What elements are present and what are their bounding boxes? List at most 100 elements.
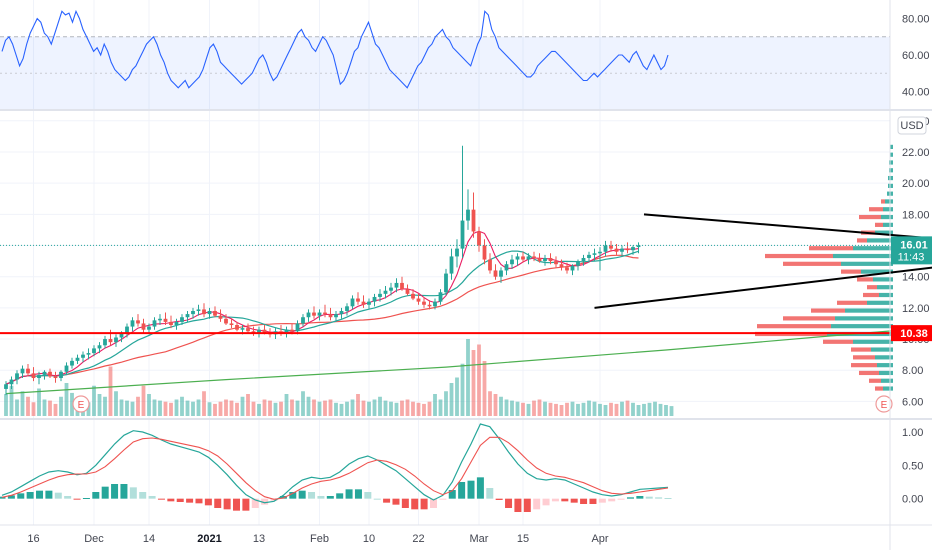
volume-profile-up-bar — [883, 207, 893, 211]
volume-bar — [565, 403, 569, 416]
volume-bar — [186, 401, 190, 416]
volume-bar — [477, 345, 481, 417]
candle-down — [422, 302, 426, 305]
volume-bar — [318, 402, 322, 416]
volume-bar — [637, 405, 641, 416]
candle-up — [433, 302, 437, 307]
macd-histogram-bar — [308, 492, 315, 499]
candle-down — [428, 305, 432, 307]
volume-profile-down-bar — [859, 371, 879, 375]
macd-histogram-bar — [242, 499, 249, 511]
macd-histogram-bar — [421, 499, 428, 510]
candle-up — [307, 313, 311, 318]
volume-profile-down-bar — [875, 223, 883, 227]
macd-histogram-bar — [45, 491, 52, 499]
volume-bar — [648, 403, 652, 416]
candle-up — [103, 339, 107, 345]
volume-bar — [428, 402, 432, 416]
triangle-lower-line[interactable] — [595, 260, 932, 308]
candle-up — [571, 266, 575, 271]
volume-profile-up-bar — [841, 262, 893, 266]
volume-profile-down-bar — [823, 340, 853, 344]
volume-bar — [120, 400, 124, 417]
candle-down — [219, 316, 223, 319]
macd-histogram-bar — [74, 499, 81, 500]
candle-up — [389, 288, 393, 291]
macd-histogram-bar — [111, 484, 118, 499]
macd-axis-tick: 0.00 — [902, 494, 923, 506]
price-axis-tick: 14.00 — [902, 272, 930, 284]
volume-bar — [598, 404, 602, 416]
candle-down — [32, 373, 36, 378]
candle-down — [356, 299, 360, 302]
volume-profile-down-bar — [869, 207, 883, 211]
volume-profile-up-bar — [877, 363, 893, 367]
price-panel[interactable]: EE 24.0022.0020.0018.0016.0014.0012.0010… — [0, 116, 932, 416]
volume-bar — [626, 401, 630, 416]
volume-bar — [285, 394, 289, 416]
volume-bar — [527, 404, 531, 416]
macd-histogram-bar — [392, 499, 399, 505]
candle-up — [587, 255, 591, 258]
macd-histogram-bar — [92, 492, 99, 499]
volume-profile-down-bar — [875, 386, 883, 390]
volume-bar — [417, 403, 421, 416]
volume-profile-up-bar — [877, 285, 893, 289]
volume-bar — [466, 339, 470, 416]
candle-up — [59, 372, 63, 378]
candle-up — [444, 274, 448, 293]
macd-histogram-bar — [561, 499, 568, 502]
candle-up — [10, 380, 14, 385]
volume-profile-up-bar — [881, 379, 893, 383]
candle-up — [147, 327, 151, 330]
volume-profile-up-bar — [879, 293, 893, 297]
candle-up — [499, 270, 503, 276]
candle-up — [334, 314, 338, 317]
volume-bar — [450, 383, 454, 416]
candle-up — [318, 313, 322, 316]
volume-profile-up-bar — [883, 223, 893, 227]
macd-histogram-bar — [120, 484, 127, 499]
volume-bar — [92, 386, 96, 416]
macd-histogram-bar — [299, 491, 306, 499]
volume-bar — [455, 378, 459, 417]
macd-panel[interactable]: 1.000.500.00 — [0, 424, 923, 512]
volume-profile-up-bar — [881, 215, 893, 219]
volume-bar — [257, 404, 261, 416]
candle-down — [290, 330, 294, 332]
macd-histogram-bar — [364, 492, 371, 499]
candle-up — [620, 249, 624, 252]
macd-histogram-bar — [402, 499, 409, 508]
volume-profile-up-bar — [845, 308, 893, 312]
volume-profile-down-bar — [881, 199, 885, 203]
volume-bar — [351, 400, 355, 417]
volume-profile-down-bar — [841, 270, 861, 274]
volume-bar — [114, 391, 118, 416]
volume-bar — [615, 404, 619, 416]
volume-bar — [98, 394, 102, 416]
volume-bar — [274, 403, 278, 416]
volume-bar — [65, 383, 69, 416]
volume-bar — [422, 404, 426, 416]
volume-profile-up-bar — [879, 371, 893, 375]
macd-histogram-bar — [514, 499, 521, 512]
volume-bar — [593, 402, 597, 416]
macd-histogram-bar — [468, 481, 475, 499]
volume-profile-up-bar — [885, 199, 893, 203]
price-axis-tick: 18.00 — [902, 209, 930, 221]
volume-bar — [279, 402, 283, 416]
earnings-marker[interactable]: E — [73, 396, 89, 412]
volume-profile-down-bar — [853, 355, 875, 359]
volume-bar — [147, 394, 151, 416]
volume-profile-down-bar — [857, 277, 873, 281]
currency-badge[interactable]: USD — [898, 117, 926, 134]
macd-histogram-bar — [195, 499, 202, 504]
volume-bar — [290, 400, 294, 417]
macd-histogram-bar — [636, 496, 643, 499]
macd-histogram-bar — [552, 499, 559, 502]
volume-bar — [620, 402, 624, 416]
